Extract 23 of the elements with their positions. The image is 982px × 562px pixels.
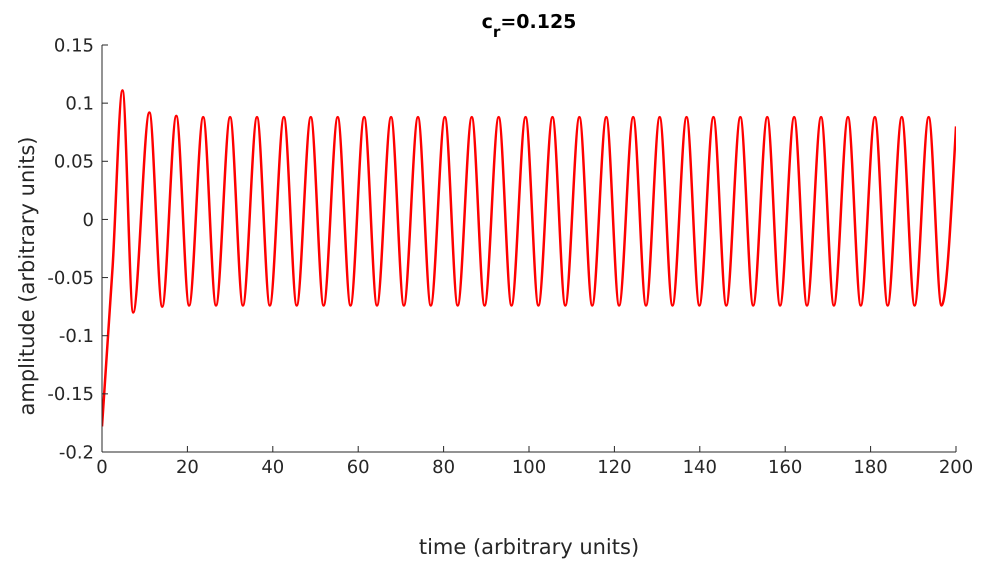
x-tick-label: 40	[261, 456, 284, 478]
chart-title: c$_{r}$=0.125	[482, 11, 576, 41]
x-tick-label: 180	[853, 456, 888, 478]
x-tick-label: 100	[512, 456, 546, 478]
x-axis-title: time (arbitrary units)	[418, 535, 640, 559]
x-tick-label: 120	[597, 456, 632, 478]
y-tick-label: -0.05	[47, 268, 94, 289]
x-tick-label: 0	[96, 456, 108, 478]
y-tick-label: 0	[82, 210, 94, 231]
y-axis-title: amplitude (arbitrary units)	[15, 136, 39, 416]
x-tick-label: 160	[768, 456, 802, 478]
y-tick-label: -0.15	[47, 384, 94, 406]
line-series	[102, 89, 956, 428]
y-tick-label: 0.1	[65, 94, 94, 115]
x-tick-label: 60	[346, 456, 370, 478]
y-tick-label: 0.05	[54, 152, 94, 173]
x-tick-label: 200	[938, 456, 974, 478]
y-tick-label: 0.15	[54, 35, 94, 56]
y-tick-label: -0.2	[58, 442, 94, 464]
x-tick-label: 140	[682, 456, 717, 478]
x-tick-label: 80	[432, 456, 456, 478]
x-tick-label: 20	[176, 456, 199, 478]
y-tick-label: -0.1	[58, 326, 94, 348]
